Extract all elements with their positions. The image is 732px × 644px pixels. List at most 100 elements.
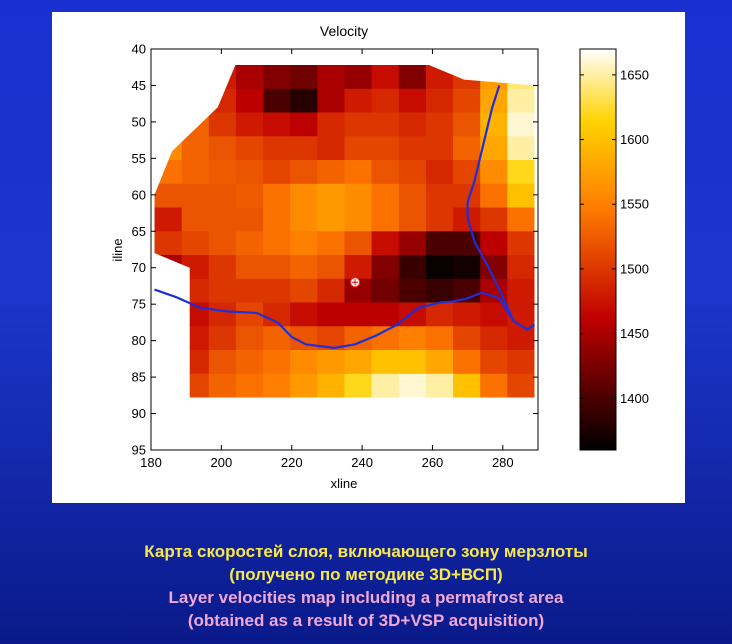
heatmap-cell <box>398 136 427 161</box>
heatmap-cell <box>290 136 318 161</box>
heatmap-cell <box>154 302 183 327</box>
heatmap-cell <box>371 231 400 256</box>
colorbar-tick-label: 1450 <box>620 326 649 341</box>
y-tick-label: 80 <box>132 333 146 348</box>
y-tick-label: 60 <box>132 187 146 202</box>
heatmap-cell <box>371 350 400 375</box>
heatmap-cell <box>290 302 318 327</box>
caption-en-line1: Layer velocities map including a permafr… <box>168 588 564 607</box>
heatmap-cell <box>425 136 454 161</box>
heatmap-cell <box>344 88 373 114</box>
heatmap-cell <box>480 65 508 90</box>
heatmap-cell <box>317 183 346 209</box>
heatmap-cell <box>154 112 183 137</box>
heatmap-cell <box>181 112 210 137</box>
heatmap-cell <box>398 326 427 351</box>
heatmap-cell <box>208 373 237 398</box>
heatmap-cell <box>290 350 318 375</box>
heatmap-cell <box>398 112 427 137</box>
heatmap-cell <box>507 65 535 90</box>
heatmap-cell <box>344 207 373 232</box>
heatmap-cell <box>480 112 508 137</box>
heatmap-cell <box>263 278 291 304</box>
heatmap-cell <box>398 255 427 280</box>
heatmap-cell <box>154 373 183 398</box>
heatmap-cell <box>425 112 454 137</box>
heatmap-cell <box>453 231 481 256</box>
heatmap-cell <box>181 136 210 161</box>
heatmap-cell <box>208 231 237 256</box>
heatmap-cell <box>235 326 264 351</box>
survey-line-branch <box>466 85 515 322</box>
x-tick-label: 280 <box>492 455 514 470</box>
heatmap-cell <box>235 65 264 90</box>
heatmap-cell <box>398 350 427 375</box>
heatmap-cell <box>425 255 454 280</box>
heatmap-cell <box>371 302 400 327</box>
heatmap-cell <box>290 207 318 232</box>
heatmap-cell <box>181 65 210 90</box>
heatmap-cell <box>208 136 237 161</box>
heatmap-cell <box>507 326 535 351</box>
heatmap-cell <box>290 160 318 185</box>
y-tick-label: 65 <box>132 224 146 239</box>
heatmap-cell <box>371 373 400 398</box>
heatmap-cell <box>181 255 210 280</box>
heatmap-cell <box>507 88 535 114</box>
heatmap-cell <box>425 88 454 114</box>
heatmap-cell <box>371 160 400 185</box>
heatmap-cell <box>235 373 264 398</box>
x-tick-label: 260 <box>422 455 444 470</box>
heatmap-cell <box>181 183 210 209</box>
heatmap-cell <box>425 207 454 232</box>
heatmap-cell <box>344 65 373 90</box>
heatmap-cell <box>263 160 291 185</box>
heatmap-cell <box>290 65 318 90</box>
heatmap-cell <box>398 160 427 185</box>
heatmap-cell <box>371 136 400 161</box>
heatmap-cell <box>344 373 373 398</box>
y-tick-label: 70 <box>132 260 146 275</box>
heatmap-cell <box>208 112 237 137</box>
heatmap-cell <box>290 255 318 280</box>
heatmap-cell <box>154 255 183 280</box>
heatmap-cell <box>290 231 318 256</box>
heatmap-cell <box>317 373 346 398</box>
x-tick-label: 200 <box>211 455 233 470</box>
heatmap-cell <box>154 183 183 209</box>
heatmap-cell <box>507 207 535 232</box>
heatmap-cell <box>263 65 291 90</box>
y-axis-label: iline <box>110 238 125 261</box>
heatmap-cell <box>398 65 427 90</box>
heatmap-cell <box>398 207 427 232</box>
heatmap-cell <box>480 350 508 375</box>
heatmap-cell <box>317 350 346 375</box>
y-tick-label: 95 <box>132 443 146 458</box>
heatmap-cell <box>208 88 237 114</box>
heatmap-cell <box>507 350 535 375</box>
colorbar-tick-label: 1550 <box>620 197 649 212</box>
heatmap-cell <box>263 88 291 114</box>
x-tick-label: 180 <box>140 455 162 470</box>
heatmap-cell <box>317 65 346 90</box>
colorbar-tick-label: 1400 <box>620 391 649 406</box>
heatmap-cell <box>235 160 264 185</box>
well-marker-cross <box>352 279 359 286</box>
caption-ru-line2: (получено по методике 3D+ВСП) <box>229 565 503 584</box>
caption: Карта скоростей слоя, включающего зону м… <box>0 540 732 632</box>
heatmap-cell <box>181 350 210 375</box>
heatmap-cell <box>507 160 535 185</box>
heatmap-cell <box>425 326 454 351</box>
heatmap-cell <box>317 136 346 161</box>
x-axis-label: xline <box>331 476 358 491</box>
heatmap-cell <box>344 136 373 161</box>
heatmap-cell <box>235 207 264 232</box>
y-tick-label: 75 <box>132 297 146 312</box>
heatmap-cell <box>235 255 264 280</box>
heatmap-cell <box>480 183 508 209</box>
heatmap-cell <box>507 278 535 304</box>
heatmap-cell <box>154 350 183 375</box>
chart-title: Velocity <box>320 23 368 39</box>
colorbar-tick-label: 1650 <box>620 67 649 82</box>
heatmap-cell <box>480 207 508 232</box>
